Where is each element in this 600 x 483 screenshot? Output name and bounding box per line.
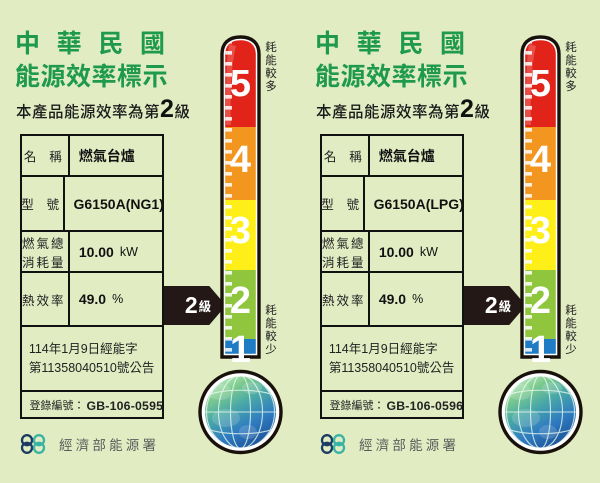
svg-text:3: 3 — [230, 210, 251, 252]
svg-text:4: 4 — [230, 139, 251, 181]
svg-text:1: 1 — [530, 329, 551, 371]
svg-text:2: 2 — [230, 280, 251, 322]
svg-text:2: 2 — [530, 280, 551, 322]
svg-text:5: 5 — [230, 63, 251, 105]
svg-text:1: 1 — [230, 329, 251, 371]
svg-text:4: 4 — [530, 139, 551, 181]
svg-text:5: 5 — [530, 63, 551, 105]
svg-text:3: 3 — [530, 210, 551, 252]
